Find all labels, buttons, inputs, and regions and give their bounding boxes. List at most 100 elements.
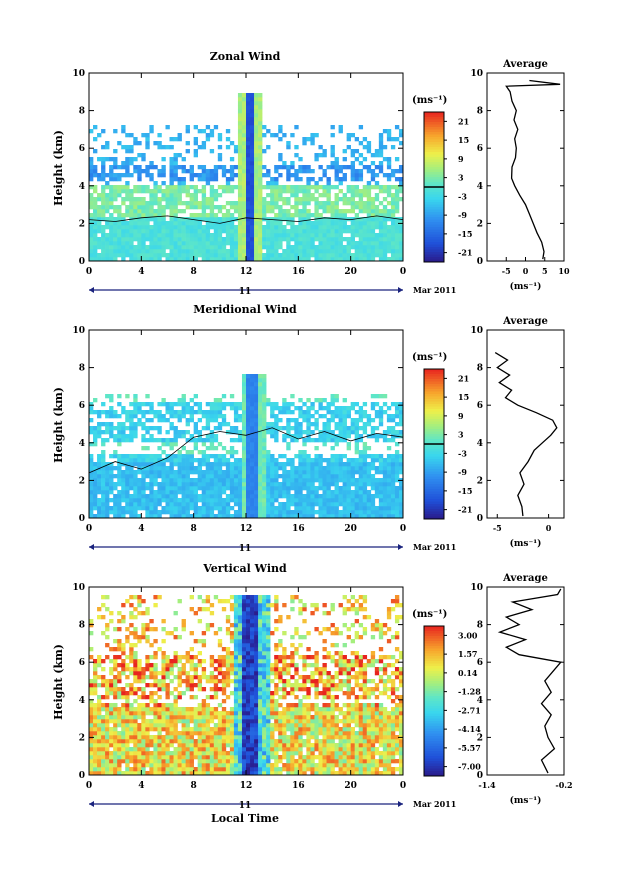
heatmap-cell <box>326 498 331 503</box>
heatmap-cell <box>141 751 146 756</box>
heatmap-cell <box>181 619 186 624</box>
heatmap-cell <box>109 398 114 403</box>
heatmap-cell <box>209 430 215 435</box>
heatmap-cell <box>109 430 114 435</box>
heatmap-cell <box>262 257 267 262</box>
heatmap-cell <box>266 494 271 499</box>
heatmap-cell <box>250 185 255 190</box>
heatmap-cell <box>161 627 166 632</box>
heatmap-cell <box>125 715 130 720</box>
heatmap-cell <box>121 494 126 499</box>
heatmap-cell <box>270 402 275 407</box>
heatmap-cell <box>117 474 122 479</box>
heatmap-cell <box>225 510 231 515</box>
heatmap-cell <box>266 430 271 435</box>
heatmap-cell <box>201 478 207 483</box>
heatmap-cell <box>225 771 231 776</box>
heatmap-cell <box>246 406 251 411</box>
heatmap-cell <box>334 458 339 463</box>
heatmap-cell <box>213 659 219 664</box>
heatmap-cell <box>250 193 255 198</box>
heatmap-cell <box>382 205 388 210</box>
heatmap-cell <box>282 233 287 238</box>
heatmap-cell <box>233 498 239 503</box>
heatmap-cell <box>250 494 255 499</box>
heatmap-cell <box>101 494 106 499</box>
heatmap-cell <box>302 197 307 202</box>
colorbar-segment <box>424 394 444 397</box>
heatmap-cell <box>149 711 154 716</box>
heatmap-cell <box>201 771 207 776</box>
heatmap-cell <box>241 510 247 515</box>
heatmap-cell <box>205 490 211 495</box>
heatmap-cell <box>314 185 319 190</box>
heatmap-cell <box>258 205 263 210</box>
heatmap-cell <box>121 755 126 760</box>
heatmap-cell <box>250 438 255 443</box>
heatmap-cell <box>145 141 150 146</box>
heatmap-cell <box>145 747 150 752</box>
heatmap-cell <box>306 502 311 507</box>
heatmap-cell <box>129 719 134 724</box>
heatmap-cell <box>141 671 146 676</box>
heatmap-cell <box>105 145 110 150</box>
heatmap-cell <box>330 241 335 246</box>
heatmap-cell <box>338 241 343 246</box>
colorbar-segment <box>424 214 444 218</box>
heatmap-cell <box>181 506 186 511</box>
heatmap-cell <box>358 510 364 515</box>
heatmap-cell <box>310 141 315 146</box>
heatmap-cell <box>145 189 150 194</box>
heatmap-cell <box>314 438 319 443</box>
heatmap-cell <box>157 418 162 423</box>
heatmap-cell <box>109 414 114 419</box>
heatmap-cell <box>101 442 106 447</box>
heatmap-cell <box>221 237 227 242</box>
heatmap-cell <box>378 201 384 206</box>
heatmap-cell <box>133 430 138 435</box>
heatmap-cell <box>334 225 339 230</box>
heatmap-cell <box>97 715 102 720</box>
heatmap-cell <box>378 486 384 491</box>
heatmap-cell <box>89 731 94 736</box>
heatmap-cell <box>141 623 146 628</box>
heatmap-cell <box>153 759 158 764</box>
heatmap-cell <box>366 213 372 218</box>
heatmap-cell <box>237 177 243 182</box>
heatmap-cell <box>278 418 283 423</box>
heatmap-cell <box>302 209 307 214</box>
heatmap-cell <box>290 257 295 262</box>
heatmap-cell <box>209 486 215 491</box>
heatmap-cell <box>258 185 263 190</box>
heatmap-cell <box>181 747 186 752</box>
heatmap-cell <box>197 687 203 692</box>
heatmap-cell <box>193 173 198 178</box>
heatmap-cell <box>374 217 380 222</box>
heatmap-cell <box>342 474 347 479</box>
heatmap-cell <box>398 502 404 507</box>
heatmap-cell <box>145 639 150 644</box>
heatmap-cell <box>93 759 98 764</box>
heatmap-cell <box>89 193 94 198</box>
heatmap-cell <box>382 502 388 507</box>
colorbar-segment <box>424 162 444 165</box>
heatmap-cell <box>302 221 307 226</box>
heatmap-cell <box>286 434 291 439</box>
heatmap-cell <box>201 233 207 238</box>
heatmap-cell <box>326 486 331 491</box>
heatmap-cell <box>318 406 323 411</box>
heatmap-cell <box>169 177 174 182</box>
heatmap-cell <box>246 181 251 186</box>
heatmap-cell <box>117 189 122 194</box>
heatmap-cell <box>342 430 347 435</box>
heatmap-cell <box>398 418 404 423</box>
heatmap-cell <box>394 506 400 511</box>
heatmap-cell <box>342 422 347 427</box>
heatmap-cell <box>149 498 154 503</box>
heatmap-cell <box>101 462 106 467</box>
heatmap-cell <box>181 723 186 728</box>
heatmap-cell <box>394 402 400 407</box>
colorbar-segment <box>424 202 444 205</box>
heatmap-cell <box>314 462 319 467</box>
heatmap-cell <box>254 189 259 194</box>
